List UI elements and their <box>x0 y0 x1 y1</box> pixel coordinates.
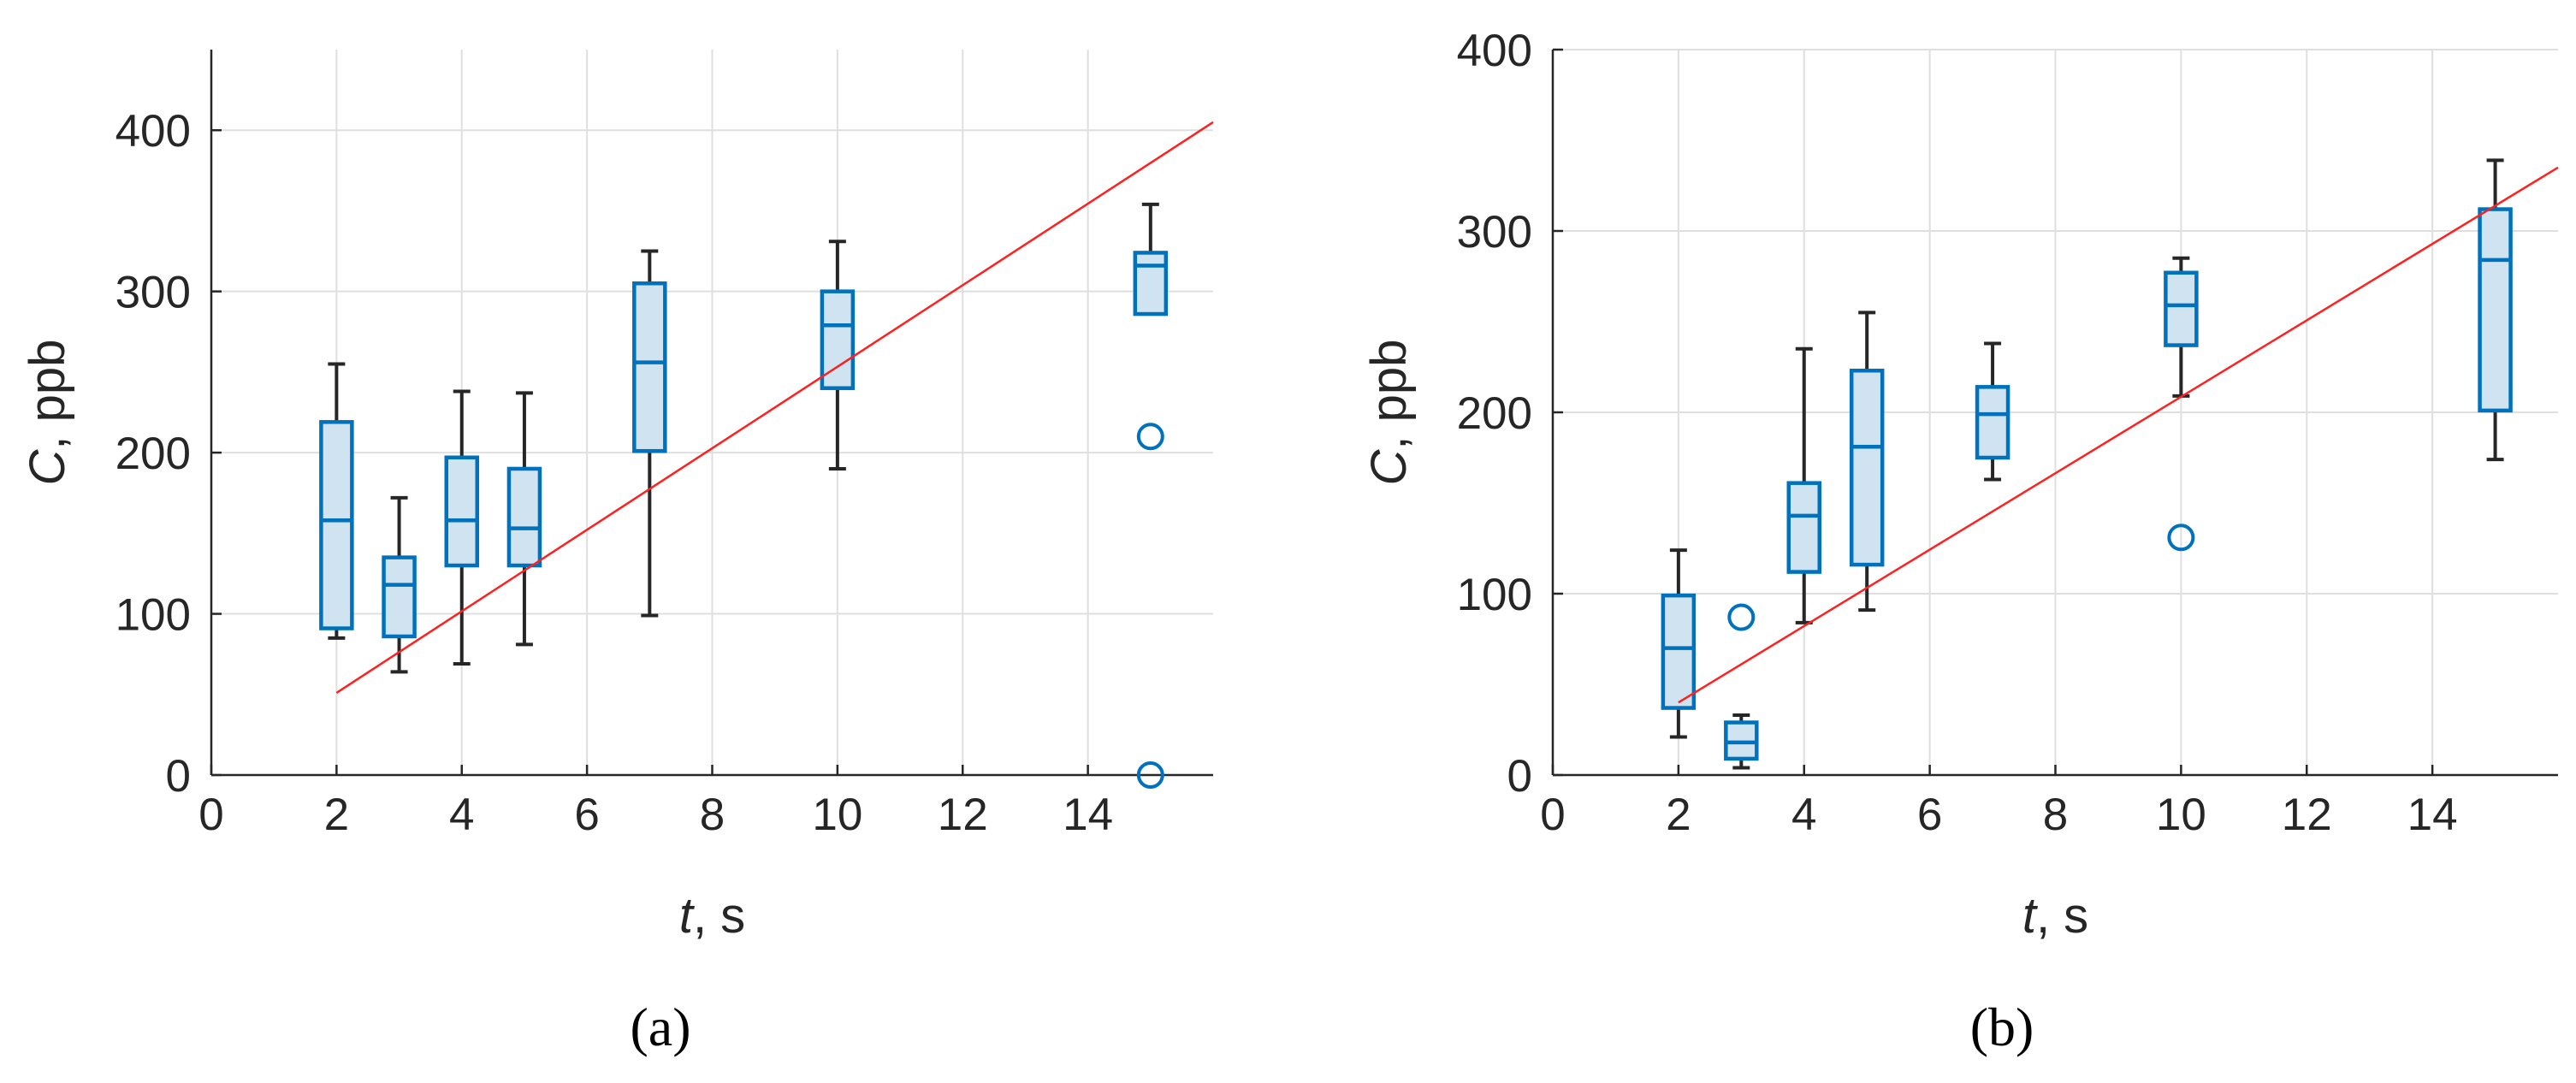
outlier-point <box>1136 761 1164 789</box>
chart-panel-a: 0 2 4 6 8 10 12 14 0 100 200 300 400 t, s C, ppb (a) <box>20 50 1214 1057</box>
x-tick-label: 6 <box>574 790 599 840</box>
y-tick-label: 100 <box>1457 570 1532 620</box>
box-t2 <box>319 362 354 640</box>
outlier-point <box>2167 524 2195 552</box>
iqr-box <box>382 555 417 639</box>
iqr-box <box>444 455 479 568</box>
x-tick-label: 12 <box>938 790 988 840</box>
box-t15 <box>1133 202 1169 789</box>
outlier-point <box>1727 603 1756 631</box>
iqr-box <box>1133 251 1169 317</box>
box-t3 <box>382 495 417 674</box>
chart-panel-b: 0 2 4 6 8 10 12 14 0 100 200 300 400 t, s C, ppb (b) <box>1361 26 2559 1057</box>
box-t7 <box>1975 341 2010 482</box>
box-t7 <box>632 249 667 618</box>
x-tick-label: 14 <box>1063 790 1113 840</box>
box-t4 <box>444 389 479 666</box>
box-t4 <box>1786 346 1821 624</box>
y-tick-label: 0 <box>1507 751 1532 802</box>
iqr-box <box>1849 368 1885 567</box>
x-tick-label: 8 <box>2043 790 2068 840</box>
y-tick-label: 400 <box>115 106 191 157</box>
x-tick-label: 6 <box>1917 790 1942 840</box>
x-tick-label: 0 <box>1540 790 1565 840</box>
y-axis-label-unit: , ppb <box>1361 340 1417 450</box>
y-tick-label: 200 <box>115 429 191 479</box>
x-tick-label: 4 <box>449 790 474 840</box>
x-tick-label: 0 <box>198 790 223 840</box>
x-tick-label: 10 <box>812 790 862 840</box>
y-axis-label-var: C <box>20 448 75 485</box>
y-tick-label: 100 <box>115 590 191 641</box>
panel-label: (b) <box>1970 997 2034 1057</box>
panel-label: (a) <box>630 997 690 1057</box>
iqr-box <box>820 289 856 390</box>
iqr-box <box>2478 207 2513 413</box>
fit-line <box>1678 166 2559 704</box>
box-t10 <box>2164 256 2199 552</box>
box-t15 <box>2478 158 2513 462</box>
y-tick-label: 0 <box>166 751 191 802</box>
x-tick-label: 8 <box>700 790 725 840</box>
x-tick-label: 10 <box>2156 790 2206 840</box>
x-tick-label: 14 <box>2407 790 2458 840</box>
y-tick-label: 300 <box>115 268 191 318</box>
x-tick-label: 12 <box>2282 790 2332 840</box>
x-tick-label: 2 <box>1666 790 1691 840</box>
box-t5 <box>1849 311 1885 613</box>
x-axis-label: t, s <box>679 888 745 944</box>
iqr-box <box>1975 385 2010 460</box>
box-t2 <box>1661 548 1697 739</box>
box-t5 <box>506 391 542 647</box>
outlier-point <box>1136 423 1164 451</box>
box-t10 <box>820 240 856 470</box>
y-tick-label: 400 <box>1457 26 1532 76</box>
x-axis-label-var: t <box>2022 888 2039 944</box>
y-tick-label: 300 <box>1457 207 1532 257</box>
y-axis-label-unit: , ppb <box>20 340 75 450</box>
y-tick-label: 200 <box>1457 388 1532 439</box>
y-axis-label-var: C <box>1361 448 1417 485</box>
iqr-box <box>2164 270 2199 347</box>
iqr-box <box>319 420 354 630</box>
x-axis-label-unit: , s <box>693 888 745 944</box>
x-axis-label-var: t <box>679 888 696 944</box>
x-axis-label-unit: , s <box>2036 888 2088 944</box>
x-axis-label: t, s <box>2022 888 2088 944</box>
iqr-box <box>506 466 542 568</box>
y-axis-label: C, ppb <box>1361 340 1417 486</box>
iqr-box <box>1786 481 1821 574</box>
box-t3 <box>1724 603 1759 770</box>
x-tick-label: 4 <box>1791 790 1816 840</box>
iqr-box <box>1661 593 1697 710</box>
iqr-box <box>632 281 667 453</box>
x-tick-label: 2 <box>324 790 349 840</box>
y-axis-label: C, ppb <box>20 340 75 486</box>
fit-line <box>335 121 1214 694</box>
